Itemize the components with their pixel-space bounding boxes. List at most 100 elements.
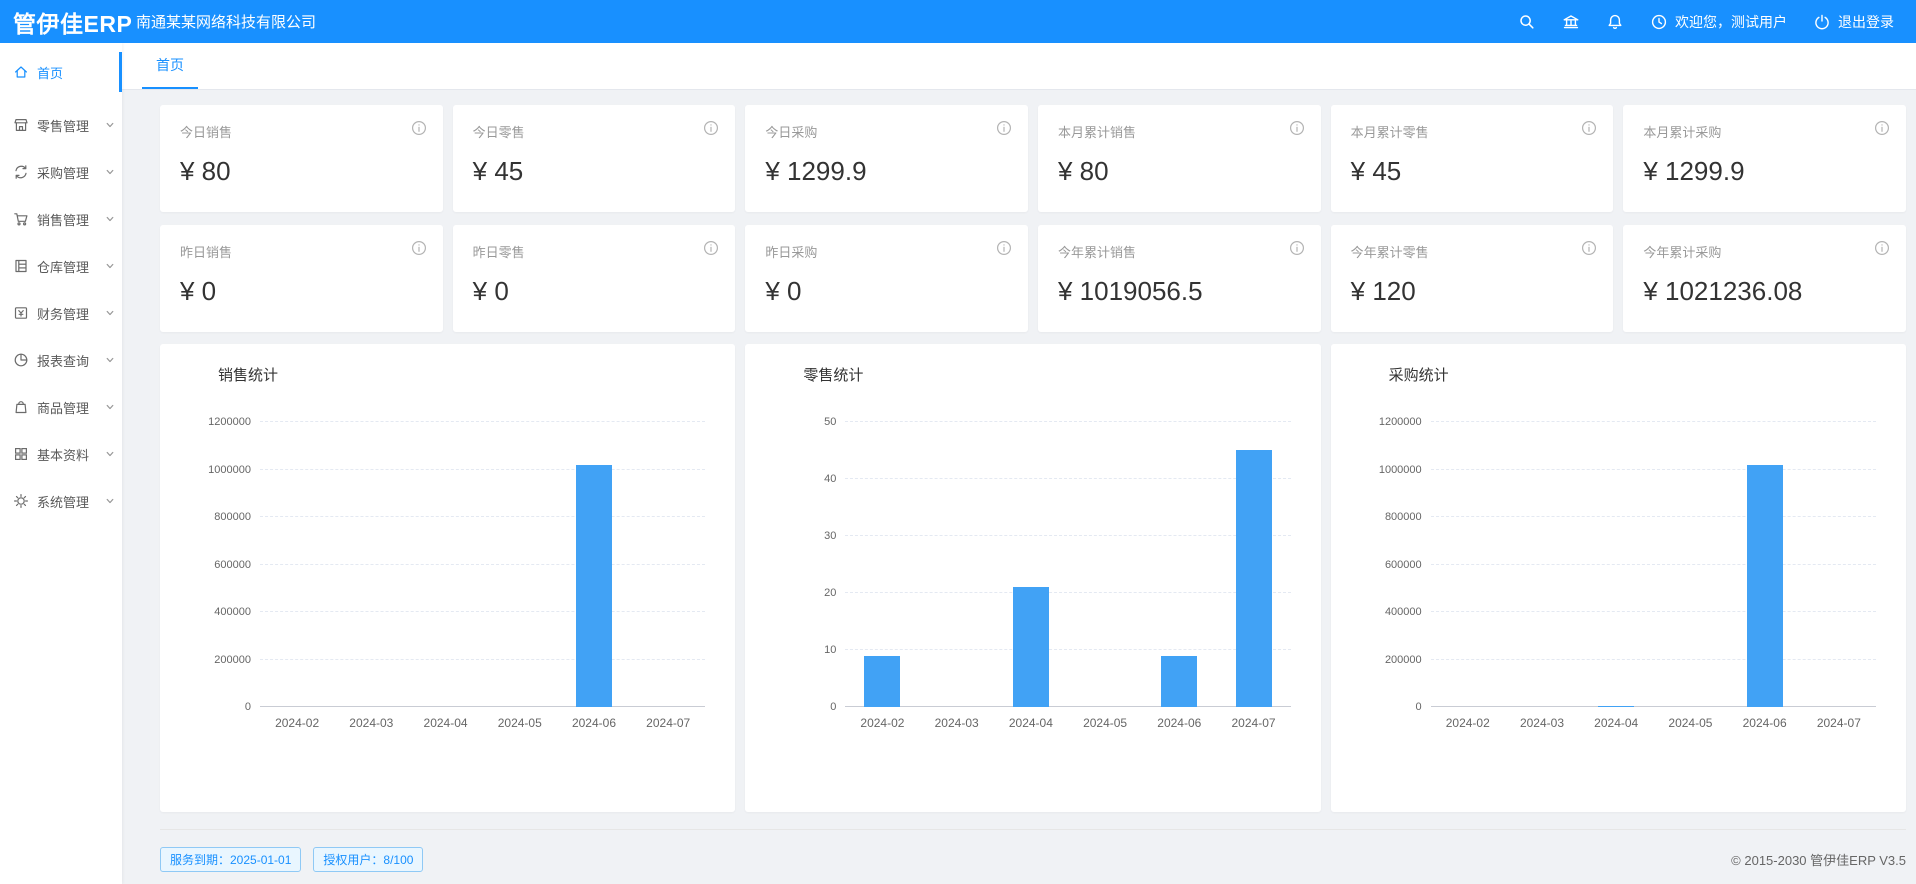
logout-button[interactable]: 退出登录 [1813,12,1894,32]
x-axis-tick-label: 2024-05 [1668,716,1713,730]
info-icon[interactable] [1581,120,1597,136]
gridline [260,563,706,565]
sidebar-item-7[interactable]: 基本资料 [0,434,122,474]
search-icon[interactable] [1518,13,1536,31]
gridline [845,421,1291,422]
chart-plot-area: 0 200000 400000 600000 800000 1000000 1200000 2… [208,416,706,730]
home-icon [13,64,29,80]
y-axis-tick-label: 10 [824,644,837,656]
chevron-down-icon [105,308,115,318]
info-icon[interactable] [703,240,719,256]
gridline [1430,563,1876,565]
y-axis-tick-label: 1200000 [208,416,251,428]
bar-2024-06 [575,465,612,707]
gear-icon [13,493,29,509]
stat-label: 今年累计采购 [1643,245,1722,260]
gridline [1430,516,1876,517]
x-axis-tick-label: 2024-07 [646,716,691,730]
chart-category-slot: 2024-04 [1579,422,1653,730]
chart-category-slot: 2024-02 [845,422,919,730]
bell-icon[interactable] [1606,13,1624,31]
gridline [260,516,706,517]
stat-label: 本月累计销售 [1057,125,1136,140]
x-axis-tick-label: 2024-04 [1594,716,1639,730]
power-icon [1813,13,1831,31]
info-icon[interactable] [1289,120,1305,136]
app-logo: 管伊佳ERP [13,10,133,37]
chart-category-slot: 2024-06 [1728,422,1802,730]
x-axis-tick-label: 2024-06 [1157,716,1202,730]
info-icon[interactable] [411,240,427,256]
chart-category-slot: 2024-06 [557,422,631,730]
sidebar-item-0[interactable]: 零售管理 [0,105,122,145]
info-icon[interactable] [1581,240,1597,256]
stat-value: ¥ 45 [472,156,524,186]
app-header: 管伊佳ERP 南通某某网络科技有限公司 欢迎您，测试用户 [0,0,1916,43]
sidebar-item-label: 零售管理 [37,118,90,134]
shop-icon [13,117,29,133]
y-axis-tick-label: 30 [824,530,837,542]
chart-category-slot: 2024-05 [1653,422,1727,730]
info-icon[interactable] [996,240,1012,256]
chevron-down-icon [105,120,115,130]
sidebar-item-2[interactable]: 销售管理 [0,199,122,239]
gridline [260,658,706,660]
info-icon[interactable] [703,120,719,136]
chart-category-slot: 2024-05 [1068,422,1142,730]
stat-value: ¥ 80 [1057,156,1109,186]
chevron-down-icon [105,261,115,271]
info-icon[interactable] [1874,240,1890,256]
y-axis-tick-label: 400000 [1384,606,1422,618]
tab-home[interactable]: 首页 [142,43,198,89]
stat-value: ¥ 80 [180,156,231,186]
sidebar-item-1[interactable]: 采购管理 [0,152,122,192]
chart-category-slot: 2024-02 [260,422,334,730]
info-icon[interactable] [1874,120,1890,136]
stat-card: 今年累计销售 ¥ 1019056.5 [1037,225,1321,332]
info-icon[interactable] [411,120,427,136]
sidebar-item-3[interactable]: 仓库管理 [0,246,122,286]
user-menu[interactable]: 欢迎您，测试用户 [1650,12,1787,32]
main-content: 今日销售 ¥ 80 今日零售 ¥ 45 今日采购 ¥ 1299.9 本月累计销售 ¥ 80 本月… [122,90,1916,884]
x-axis-line [260,706,706,707]
chart-title: 采购统计 [1388,367,1449,384]
stat-label: 今日采购 [765,125,818,140]
sidebar-item-5[interactable]: 报表查询 [0,340,122,380]
stat-label: 昨日零售 [472,245,525,260]
bar-2024-04 [1598,706,1635,707]
y-axis-tick-label: 0 [244,701,251,713]
sidebar-item-4[interactable]: 财务管理 [0,293,122,333]
y-axis-tick-label: 200000 [214,653,251,666]
sidebar-item-8[interactable]: 系统管理 [0,481,122,521]
stat-label: 今日零售 [472,125,525,140]
chart-category-slot: 2024-07 [631,422,705,730]
chart-category-slot: 2024-07 [1802,422,1876,730]
sidebar-item-home[interactable]: 首页 [0,52,122,92]
info-icon[interactable] [1289,240,1305,256]
stat-card: 昨日销售 ¥ 0 [160,225,443,332]
info-icon[interactable] [996,120,1012,136]
stat-card: 昨日采购 ¥ 0 [745,225,1028,332]
tab-bar: 首页 [122,43,1916,90]
y-axis-tick-label: 600000 [214,558,251,571]
chevron-down-icon [105,449,115,459]
chart-category-slot: 2024-07 [1216,422,1290,730]
pie-icon [13,352,29,368]
chevron-down-icon [105,355,115,365]
x-axis-tick-label: 2024-02 [1445,716,1490,730]
bar-2024-06 [1161,656,1198,707]
x-axis-tick-label: 2024-06 [1742,716,1787,730]
company-name: 南通某某网络科技有限公司 [136,14,317,31]
stat-card: 昨日零售 ¥ 0 [452,225,736,332]
y-axis-tick-label: 1000000 [208,463,251,476]
building-icon[interactable] [1562,13,1580,31]
welcome-text: 欢迎您，测试用户 [1675,13,1787,30]
x-axis-tick-label: 2024-06 [571,716,616,730]
y-axis-tick-label: 200000 [1384,653,1422,666]
x-axis-tick-label: 2024-07 [1816,716,1861,730]
sidebar-item-label: 财务管理 [37,306,90,322]
stat-label: 今日销售 [180,125,233,140]
bar-2024-04 [1012,587,1049,707]
footer: 服务到期：2025-01-01 授权用户：8/100 © 2015-2030 管… [160,829,1906,872]
sidebar-item-6[interactable]: 商品管理 [0,387,122,427]
